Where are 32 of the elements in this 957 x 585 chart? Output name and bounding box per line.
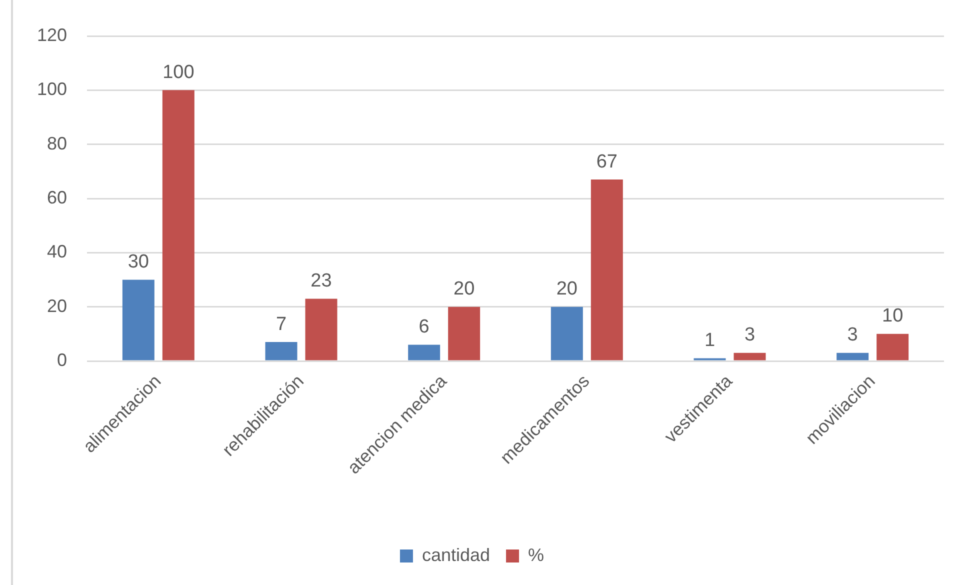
legend-label: % xyxy=(528,544,544,565)
data-label: 3 xyxy=(744,324,756,346)
legend-label: cantidad xyxy=(422,544,490,565)
data-label: 23 xyxy=(310,270,332,292)
y-tick-label: 100 xyxy=(36,79,67,100)
data-label: 3 xyxy=(847,324,858,346)
bar xyxy=(265,342,298,360)
bar xyxy=(590,180,623,360)
data-label: 20 xyxy=(556,278,578,300)
data-label: 100 xyxy=(162,62,194,83)
y-tick-label: 20 xyxy=(46,296,67,316)
bar xyxy=(162,90,194,360)
data-label: 30 xyxy=(128,251,149,272)
bar xyxy=(876,334,909,360)
bar xyxy=(305,298,338,360)
bar xyxy=(448,306,480,360)
y-tick-label: 120 xyxy=(36,24,67,45)
bar xyxy=(122,280,154,360)
data-label: 7 xyxy=(276,314,287,335)
y-tick-label: 0 xyxy=(56,350,67,370)
y-tick-label: 80 xyxy=(46,133,67,154)
data-label: 20 xyxy=(454,278,475,300)
bar xyxy=(836,352,869,360)
data-label: 1 xyxy=(704,330,716,352)
y-tick-label: 60 xyxy=(46,187,67,208)
bar xyxy=(408,344,440,360)
data-label: 10 xyxy=(882,306,904,327)
bar xyxy=(550,306,583,360)
data-label: 6 xyxy=(418,316,430,338)
bar xyxy=(734,352,766,360)
data-label: 67 xyxy=(596,151,618,172)
y-tick-label: 40 xyxy=(46,242,67,262)
